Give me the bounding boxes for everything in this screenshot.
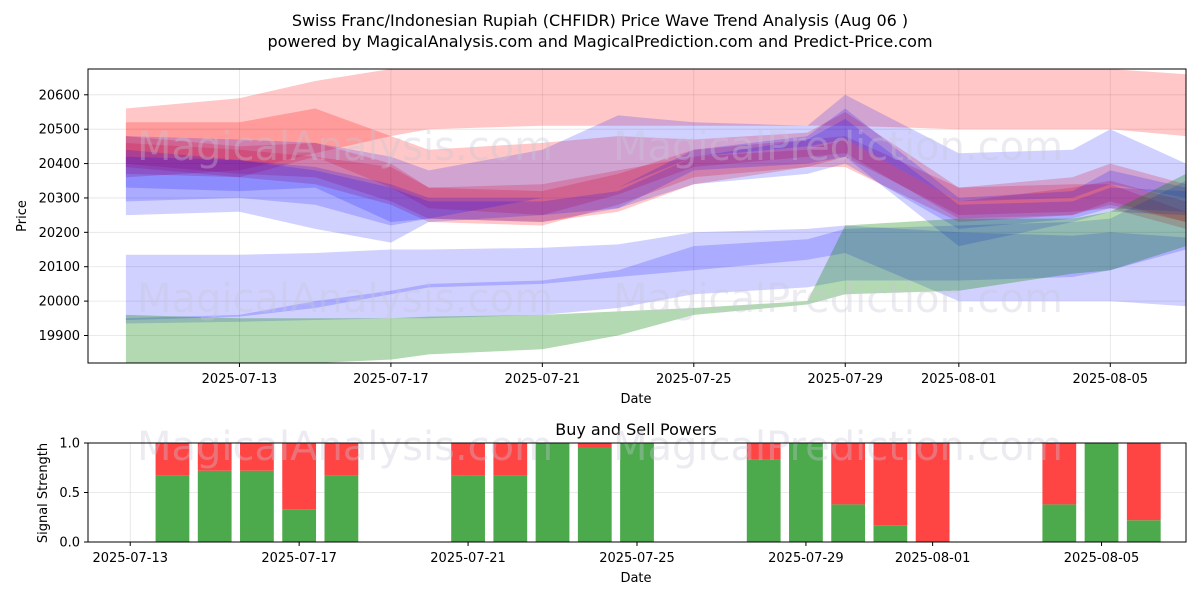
buy-bar — [493, 475, 528, 542]
buy-bar — [620, 443, 654, 542]
sell-bar — [197, 443, 232, 471]
price-band-green-9 — [125, 173, 1186, 363]
price-y-tick-label: 20200 — [39, 226, 80, 241]
powers-title: Buy and Sell Powers — [555, 420, 717, 439]
buy-bar — [197, 470, 232, 542]
price-band-blue-5 — [125, 108, 1186, 247]
powers-x-tick-label: 2025-07-21 — [430, 551, 506, 566]
sell-bar — [493, 443, 528, 476]
sell-bar — [240, 443, 274, 471]
watermark-left-bottom: MagicalAnalysis.com — [137, 424, 553, 470]
price-band-blue-4 — [125, 94, 1186, 222]
powers-bars — [155, 443, 1161, 542]
price-band-red-2 — [125, 108, 1186, 222]
price-band-red-3 — [125, 139, 1186, 226]
sell-bar — [282, 443, 317, 510]
price-band-blue-8 — [125, 180, 1186, 324]
price-y-tick-label: 20600 — [39, 88, 80, 103]
price-band-blue-6 — [125, 118, 1186, 229]
sell-bar — [1126, 443, 1161, 521]
price-x-tick-label: 2025-07-17 — [353, 372, 429, 387]
sell-bar — [873, 443, 908, 526]
sell-bar — [324, 443, 359, 476]
sell-bar — [746, 443, 781, 460]
price-band-red-0 — [125, 69, 1186, 178]
buy-bar — [577, 447, 612, 542]
price-band-red-1 — [125, 136, 1186, 229]
price-y-tick-label: 20500 — [39, 123, 80, 138]
buy-bar — [282, 509, 317, 542]
price-x-tick-label: 2025-07-21 — [505, 372, 581, 387]
sell-bar — [155, 443, 190, 476]
watermark-left-mid: MagicalAnalysis.com — [137, 276, 553, 322]
price-y-tick-label: 20000 — [39, 295, 80, 310]
price-y-tick-label: 20100 — [39, 260, 80, 275]
buy-bar — [831, 504, 866, 542]
buy-bar — [240, 470, 274, 542]
buy-bar — [789, 443, 823, 542]
buy-bar — [1126, 520, 1161, 542]
price-bands — [125, 69, 1186, 363]
buy-bar — [535, 443, 570, 542]
powers-y-label: Signal Strength — [36, 443, 51, 543]
buy-bar — [1042, 504, 1077, 542]
price-x-label: Date — [620, 392, 651, 407]
price-x-tick-label: 2025-08-05 — [1072, 372, 1148, 387]
chart-subtitle: powered by MagicalAnalysis.com and Magic… — [267, 32, 932, 51]
price-y-axis: 19900 20000 20100 20200 20300 20400 20500 20600 — [39, 88, 88, 344]
buy-bar — [324, 475, 359, 542]
powers-y-tick-label: 1.0 — [59, 437, 80, 452]
price-y-label: Price — [15, 200, 30, 232]
sell-bar — [915, 443, 950, 542]
watermark-right-bottom: MagicalPrediction.com — [613, 424, 1063, 470]
powers-x-label: Date — [620, 571, 651, 586]
sell-bar — [451, 443, 485, 476]
watermark-right-mid: MagicalPrediction.com — [613, 276, 1063, 322]
sell-bar — [831, 443, 866, 505]
powers-x-tick-label: 2025-07-17 — [261, 551, 337, 566]
price-x-tick-label: 2025-08-01 — [921, 372, 997, 387]
sell-bar — [1042, 443, 1077, 505]
price-x-tick-label: 2025-07-13 — [202, 372, 278, 387]
powers-y-axis: 0.0 0.5 1.0 — [59, 437, 88, 551]
buy-bar — [746, 459, 781, 542]
price-y-tick-label: 19900 — [39, 329, 80, 344]
price-y-tick-label: 20400 — [39, 157, 80, 172]
powers-x-tick-label: 2025-08-01 — [895, 551, 971, 566]
powers-x-tick-label: 2025-07-13 — [92, 551, 168, 566]
price-x-tick-label: 2025-07-29 — [807, 372, 883, 387]
powers-x-tick-label: 2025-08-05 — [1064, 551, 1140, 566]
buy-bar — [451, 475, 485, 542]
chart-title: Swiss Franc/Indonesian Rupiah (CHFIDR) P… — [292, 11, 908, 30]
price-y-tick-label: 20300 — [39, 191, 80, 206]
powers-y-tick-label: 0.5 — [59, 486, 80, 501]
buy-bar — [873, 525, 908, 542]
price-plot-frame — [87, 68, 1187, 364]
buy-bar — [1084, 443, 1119, 542]
powers-x-tick-label: 2025-07-29 — [768, 551, 844, 566]
powers-y-tick-label: 0.0 — [59, 536, 80, 551]
price-grid — [88, 69, 1186, 363]
watermark-right-top: MagicalPrediction.com — [613, 124, 1063, 170]
buy-bar — [155, 475, 190, 542]
sell-bar — [577, 443, 612, 448]
powers-x-tick-label: 2025-07-25 — [599, 551, 675, 566]
powers-x-axis: 2025-07-13 2025-07-17 2025-07-21 2025-07-25… — [92, 542, 1139, 566]
price-x-tick-label: 2025-07-25 — [656, 372, 732, 387]
price-band-blue-7 — [125, 225, 1186, 320]
price-x-axis: 2025-07-13 2025-07-17 2025-07-21 2025-07-25… — [202, 363, 1148, 387]
watermark-left-top: MagicalAnalysis.com — [137, 124, 553, 170]
